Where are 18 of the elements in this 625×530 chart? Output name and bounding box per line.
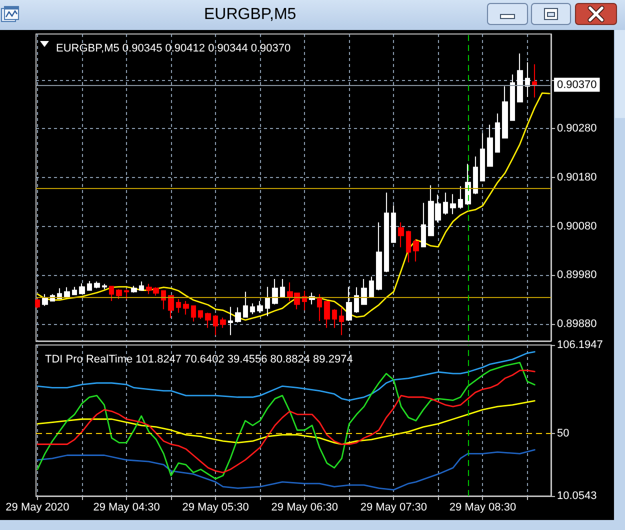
y-tick-label: 50: [557, 427, 570, 440]
x-tick-label: 29 May 04:30: [93, 502, 160, 514]
x-tick-label: 29 May 06:30: [271, 502, 338, 514]
x-tick-label: 29 May 05:30: [182, 502, 249, 514]
y-tick-label: 106.1947: [557, 339, 603, 351]
y-tick-label: 0.89880: [557, 318, 597, 330]
x-tick-label: 29 May 07:30: [360, 502, 428, 514]
x-tick-label: 29 May 2020: [6, 502, 70, 514]
text: TDI Pro RealTime 101.8247 70.6402 39.4556 80.8824 89.2974: [45, 354, 353, 366]
x-tick-label: 29 May 08:30: [449, 502, 516, 514]
y-tick-label: 0.90280: [557, 122, 597, 135]
chart-title: EURGBP,M5: [204, 6, 296, 24]
text: EURGBP,M5 0.90345 0.90412 0.90344 0.90370: [56, 42, 291, 54]
y-tick-label: 0.90080: [557, 220, 597, 232]
y-tick-label: 0.89980: [557, 269, 597, 282]
ref-line-label: 0.90370: [557, 78, 597, 91]
y-tick-label: 0.90180: [557, 171, 597, 184]
y-tick-label: 10.0543: [557, 490, 597, 502]
